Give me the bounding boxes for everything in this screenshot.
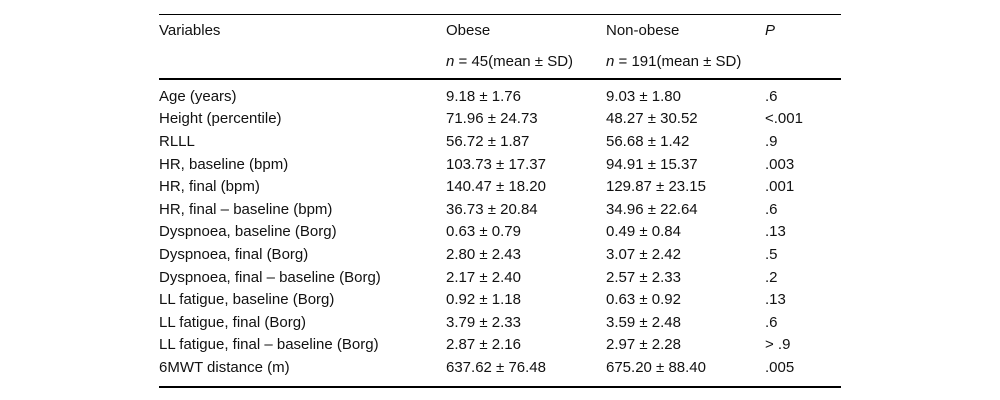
col-header-p: P: [765, 21, 776, 39]
cell-p: .6: [765, 87, 778, 105]
cell-p: .2: [765, 268, 778, 286]
cell-p: > .9: [765, 336, 791, 354]
n-symbol-nonobese: n: [606, 53, 615, 70]
table-row: LL fatigue, baseline (Borg) 0.92 ± 1.18 …: [159, 288, 841, 311]
cell-nonobese: 2.97 ± 2.28: [606, 336, 681, 354]
cell-variable: Age (years): [159, 87, 237, 105]
cell-nonobese: 0.63 ± 0.92: [606, 291, 681, 309]
cell-nonobese: 675.20 ± 88.40: [606, 358, 706, 376]
cell-obese: 56.72 ± 1.87: [446, 132, 530, 150]
cell-variable: Dyspnoea, final (Borg): [159, 245, 309, 263]
table-row: HR, final (bpm) 140.47 ± 18.20 129.87 ± …: [159, 175, 841, 198]
cell-nonobese: 3.07 ± 2.42: [606, 245, 681, 263]
cell-variable: LL fatigue, baseline (Borg): [159, 291, 335, 309]
table-row: 6MWT distance (m) 637.62 ± 76.48 675.20 …: [159, 356, 841, 387]
col-header-variables: Variables: [159, 21, 221, 39]
cell-nonobese: 0.49 ± 0.84: [606, 223, 681, 241]
table-row: HR, final – baseline (bpm) 36.73 ± 20.84…: [159, 198, 841, 221]
cell-variable: 6MWT distance (m): [159, 358, 290, 376]
cell-nonobese: 56.68 ± 1.42: [606, 132, 690, 150]
table-row: Dyspnoea, final (Borg) 2.80 ± 2.43 3.07 …: [159, 243, 841, 266]
cell-variable: Dyspnoea, baseline (Borg): [159, 223, 337, 241]
table-header: Variables Obese Non-obese P n = 45(mean …: [159, 15, 841, 80]
col-header-obese: Obese: [446, 21, 491, 39]
results-table-container: Variables Obese Non-obese P n = 45(mean …: [159, 14, 841, 388]
cell-nonobese: 48.27 ± 30.52: [606, 110, 698, 128]
cell-obese: 0.92 ± 1.18: [446, 291, 521, 309]
cell-p: .005: [765, 358, 795, 376]
subheader-obese-text: = 45(mean ± SD): [458, 53, 574, 70]
cell-p: .001: [765, 178, 795, 196]
table-row: Age (years) 9.18 ± 1.76 9.03 ± 1.80 .6: [159, 79, 841, 108]
cell-p: .6: [765, 313, 778, 331]
header-row-titles: Variables Obese Non-obese P: [159, 15, 841, 46]
cell-obese: 9.18 ± 1.76: [446, 87, 521, 105]
header-row-subtitles: n = 45(mean ± SD) n = 191(mean ± SD): [159, 45, 841, 80]
empty-cell: [765, 45, 841, 80]
subheader-nonobese-text: = 191(mean ± SD): [618, 53, 742, 70]
cell-obese: 2.87 ± 2.16: [446, 336, 521, 354]
table-row: LL fatigue, final (Borg) 3.79 ± 2.33 3.5…: [159, 311, 841, 334]
table-body: Age (years) 9.18 ± 1.76 9.03 ± 1.80 .6 H…: [159, 79, 841, 387]
cell-p: <.001: [765, 110, 803, 128]
table-row: Dyspnoea, baseline (Borg) 0.63 ± 0.79 0.…: [159, 221, 841, 244]
subheader-nonobese: n = 191(mean ± SD): [606, 45, 765, 80]
cell-variable: RLLL: [159, 132, 195, 150]
cell-obese: 140.47 ± 18.20: [446, 178, 546, 196]
cell-p: .13: [765, 223, 786, 241]
cell-obese: 103.73 ± 17.37: [446, 155, 546, 173]
cell-obese: 3.79 ± 2.33: [446, 313, 521, 331]
col-header-nonobese: Non-obese: [606, 21, 680, 39]
cell-variable: HR, final – baseline (bpm): [159, 200, 333, 218]
cell-nonobese: 34.96 ± 22.64: [606, 200, 698, 218]
empty-cell: [159, 45, 446, 80]
cell-p: .003: [765, 155, 795, 173]
cell-p: .5: [765, 245, 778, 263]
cell-variable: LL fatigue, final – baseline (Borg): [159, 336, 379, 354]
table-row: HR, baseline (bpm) 103.73 ± 17.37 94.91 …: [159, 153, 841, 176]
cell-nonobese: 2.57 ± 2.33: [606, 268, 681, 286]
table-row: RLLL 56.72 ± 1.87 56.68 ± 1.42 .9: [159, 130, 841, 153]
table-row: Dyspnoea, final – baseline (Borg) 2.17 ±…: [159, 266, 841, 289]
cell-obese: 71.96 ± 24.73: [446, 110, 538, 128]
cell-nonobese: 3.59 ± 2.48: [606, 313, 681, 331]
cell-variable: HR, final (bpm): [159, 178, 260, 196]
table-row: Height (percentile) 71.96 ± 24.73 48.27 …: [159, 108, 841, 131]
cell-p: .9: [765, 132, 778, 150]
cell-obese: 2.80 ± 2.43: [446, 245, 521, 263]
results-table: Variables Obese Non-obese P n = 45(mean …: [159, 14, 841, 388]
n-symbol-obese: n: [446, 53, 455, 70]
cell-obese: 36.73 ± 20.84: [446, 200, 538, 218]
cell-obese: 2.17 ± 2.40: [446, 268, 521, 286]
subheader-obese: n = 45(mean ± SD): [446, 45, 606, 80]
cell-variable: LL fatigue, final (Borg): [159, 313, 307, 331]
cell-variable: Dyspnoea, final – baseline (Borg): [159, 268, 381, 286]
cell-nonobese: 94.91 ± 15.37: [606, 155, 698, 173]
cell-variable: HR, baseline (bpm): [159, 155, 289, 173]
cell-nonobese: 9.03 ± 1.80: [606, 87, 681, 105]
cell-nonobese: 129.87 ± 23.15: [606, 178, 706, 196]
cell-obese: 0.63 ± 0.79: [446, 223, 521, 241]
cell-p: .13: [765, 291, 786, 309]
cell-p: .6: [765, 200, 778, 218]
cell-obese: 637.62 ± 76.48: [446, 358, 546, 376]
table-row: LL fatigue, final – baseline (Borg) 2.87…: [159, 334, 841, 357]
cell-variable: Height (percentile): [159, 110, 282, 128]
